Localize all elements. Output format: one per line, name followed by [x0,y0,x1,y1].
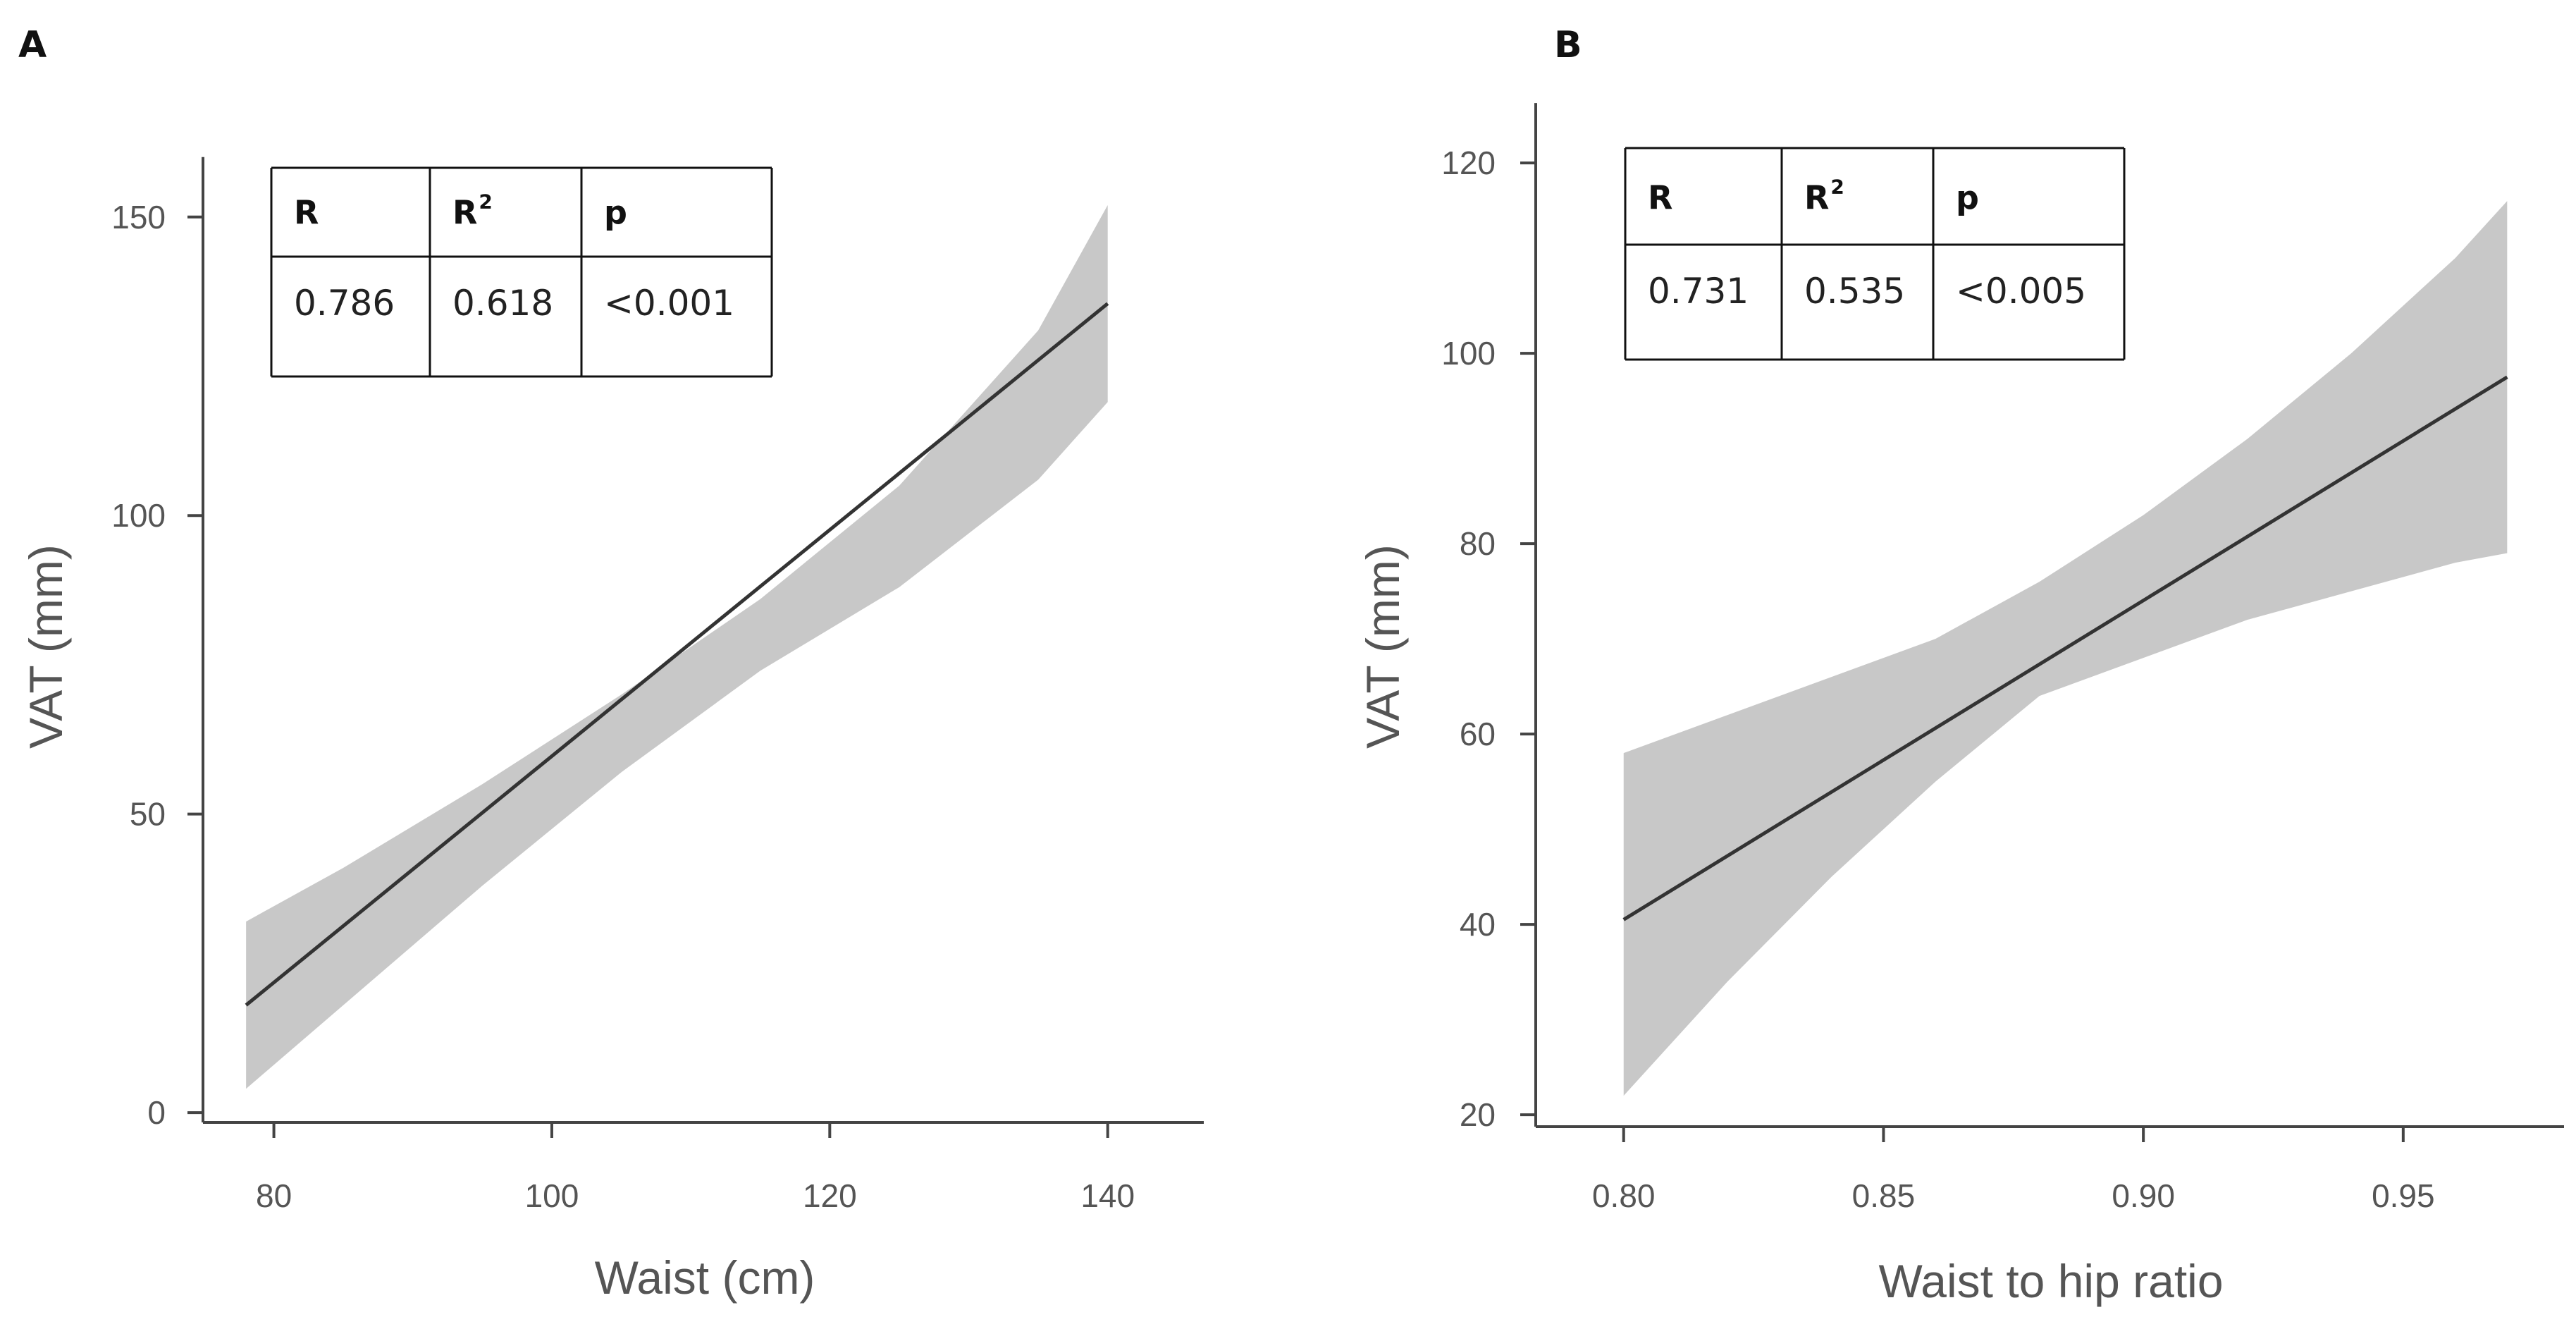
x-tick-label: 80 [256,1177,292,1214]
y-tick-label: 20 [1460,1096,1496,1133]
stats-table-a: R R 2 p0.786 0.618 <0.001 [270,166,773,378]
table-header-2: R [452,193,477,231]
table-value-3: <0.001 [604,283,734,324]
x-tick-label: 140 [1080,1177,1135,1214]
x-tick-label: 0.95 [2372,1177,2435,1214]
stats-table-bg [1625,148,2124,360]
y-tick-label: 120 [1441,145,1496,181]
chart-panel-b: 0.80 0.85 0.90 0.95 20 40 60 80 100 120 Waist to h… [1357,103,2564,1307]
x-tick-label: 120 [803,1177,857,1214]
panel-label-a: A [18,24,47,66]
table-header-3: p [604,193,627,231]
x-tick-label: 100 [525,1177,579,1214]
y-tick-label: 60 [1460,716,1496,752]
table-header-1: R [294,193,319,231]
regression-line [1622,375,2508,921]
y-tick-label: 50 [130,796,166,833]
table-value-2: 0.618 [452,283,553,324]
y-tick-label: 100 [111,497,166,534]
table-header-2: R [1804,178,1829,216]
y-tick-label: 80 [1460,525,1496,562]
table-header-1: R [1648,178,1672,216]
x-axis-title: Waist (cm) [595,1251,815,1304]
y-tick-label: 40 [1460,906,1496,943]
regression-line [245,302,1109,1007]
y-tick-label: 150 [111,199,166,235]
panel-label-b: B [1554,24,1582,66]
y-axis-title: VAT (mm) [20,544,72,749]
table-value-3: <0.005 [1956,271,2086,312]
stats-table-b: R R 2 p0.731 0.535 <0.005 [1624,147,2126,361]
stats-table-bg [271,168,772,376]
table-value-1: 0.731 [1648,271,1749,312]
confidence-band [246,204,1108,1089]
x-tick-label: 0.85 [1852,1177,1916,1214]
x-tick-label: 0.90 [2112,1177,2175,1214]
chart-panel-a: 80 100 120 140 0 50 100 150 Waist (cm) VAT (mm) R R… [20,157,1204,1304]
table-header-3: p [1956,178,1979,216]
x-axis-title: Waist to hip ratio [1878,1255,2223,1307]
x-tick-label: 0.80 [1592,1177,1656,1214]
table-value-1: 0.786 [294,283,395,324]
y-axis-title: VAT (mm) [1357,544,1409,749]
table-header-superscript: 2 [479,190,492,213]
table-value-2: 0.535 [1804,271,1905,312]
table-header-superscript: 2 [1830,175,1844,198]
y-tick-label: 100 [1441,335,1496,372]
y-tick-label: 0 [147,1094,166,1131]
